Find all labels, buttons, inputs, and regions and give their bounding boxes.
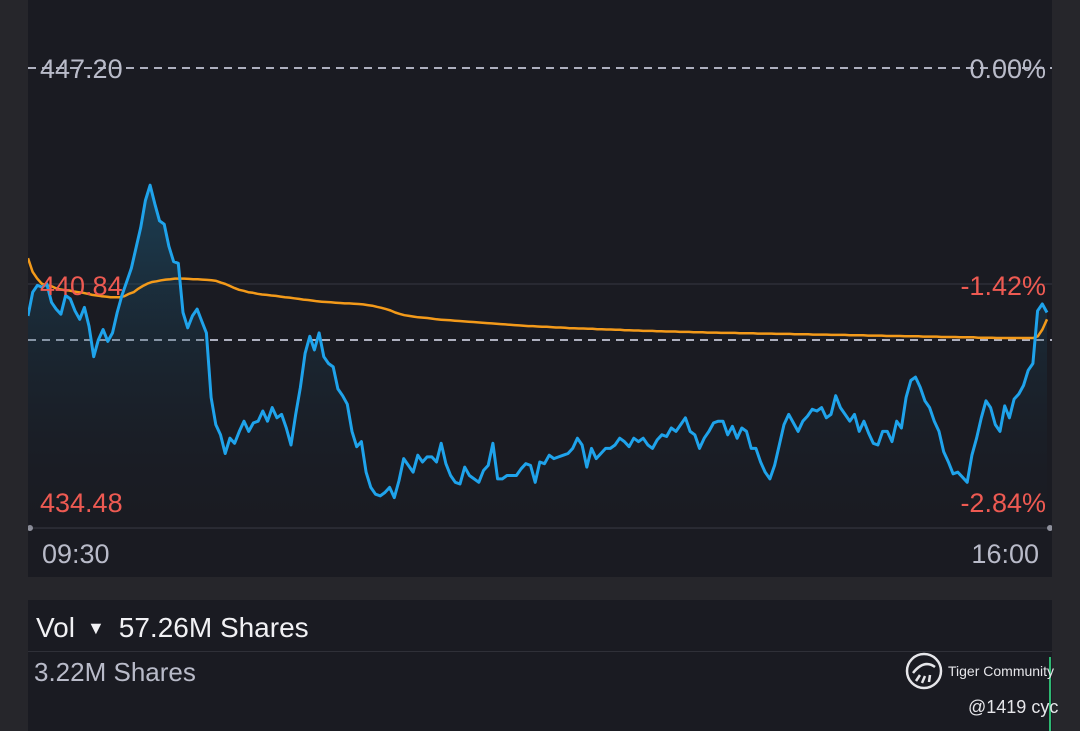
intraday-chart-panel[interactable] bbox=[28, 0, 1052, 577]
volume-total: 57.26M Shares bbox=[118, 612, 309, 643]
price-line bbox=[28, 183, 1049, 500]
volume-panel[interactable] bbox=[28, 600, 1052, 731]
volume-divider bbox=[28, 651, 1052, 652]
percent-axis-top-label: 0.00% bbox=[969, 54, 1046, 84]
x-tick-open: 09:30 bbox=[42, 539, 110, 569]
x-axis-end-dot bbox=[1047, 525, 1052, 531]
price-axis-top-label: 447.20 bbox=[40, 54, 123, 84]
price-axis-bottom-label: 434.48 bbox=[40, 488, 123, 518]
watermark-handle: @1419 cyc bbox=[968, 697, 1059, 717]
price-axis-reference-label: 440.84 bbox=[40, 271, 123, 301]
average-price-line bbox=[28, 257, 1049, 340]
percent-axis-bottom-label: -2.84% bbox=[960, 488, 1046, 518]
intraday-chart[interactable] bbox=[28, 0, 1052, 577]
percent-axis-reference-label: -1.42% bbox=[960, 271, 1046, 301]
watermark-brand: Tiger Community bbox=[948, 663, 1055, 679]
caret-down-icon[interactable]: ▼ bbox=[86, 617, 105, 638]
volume-header[interactable]: Vol ▼ 57.26M Shares bbox=[36, 611, 309, 645]
x-tick-close: 16:00 bbox=[971, 539, 1039, 569]
watermark: Tiger Community @1419 cyc bbox=[904, 651, 1080, 731]
price-area-fill bbox=[28, 185, 1047, 528]
volume-bar bbox=[1049, 657, 1051, 731]
tiger-logo-icon bbox=[905, 652, 943, 690]
volume-label: Vol bbox=[36, 612, 75, 643]
volume-bar-value: 3.22M Shares bbox=[34, 657, 196, 687]
